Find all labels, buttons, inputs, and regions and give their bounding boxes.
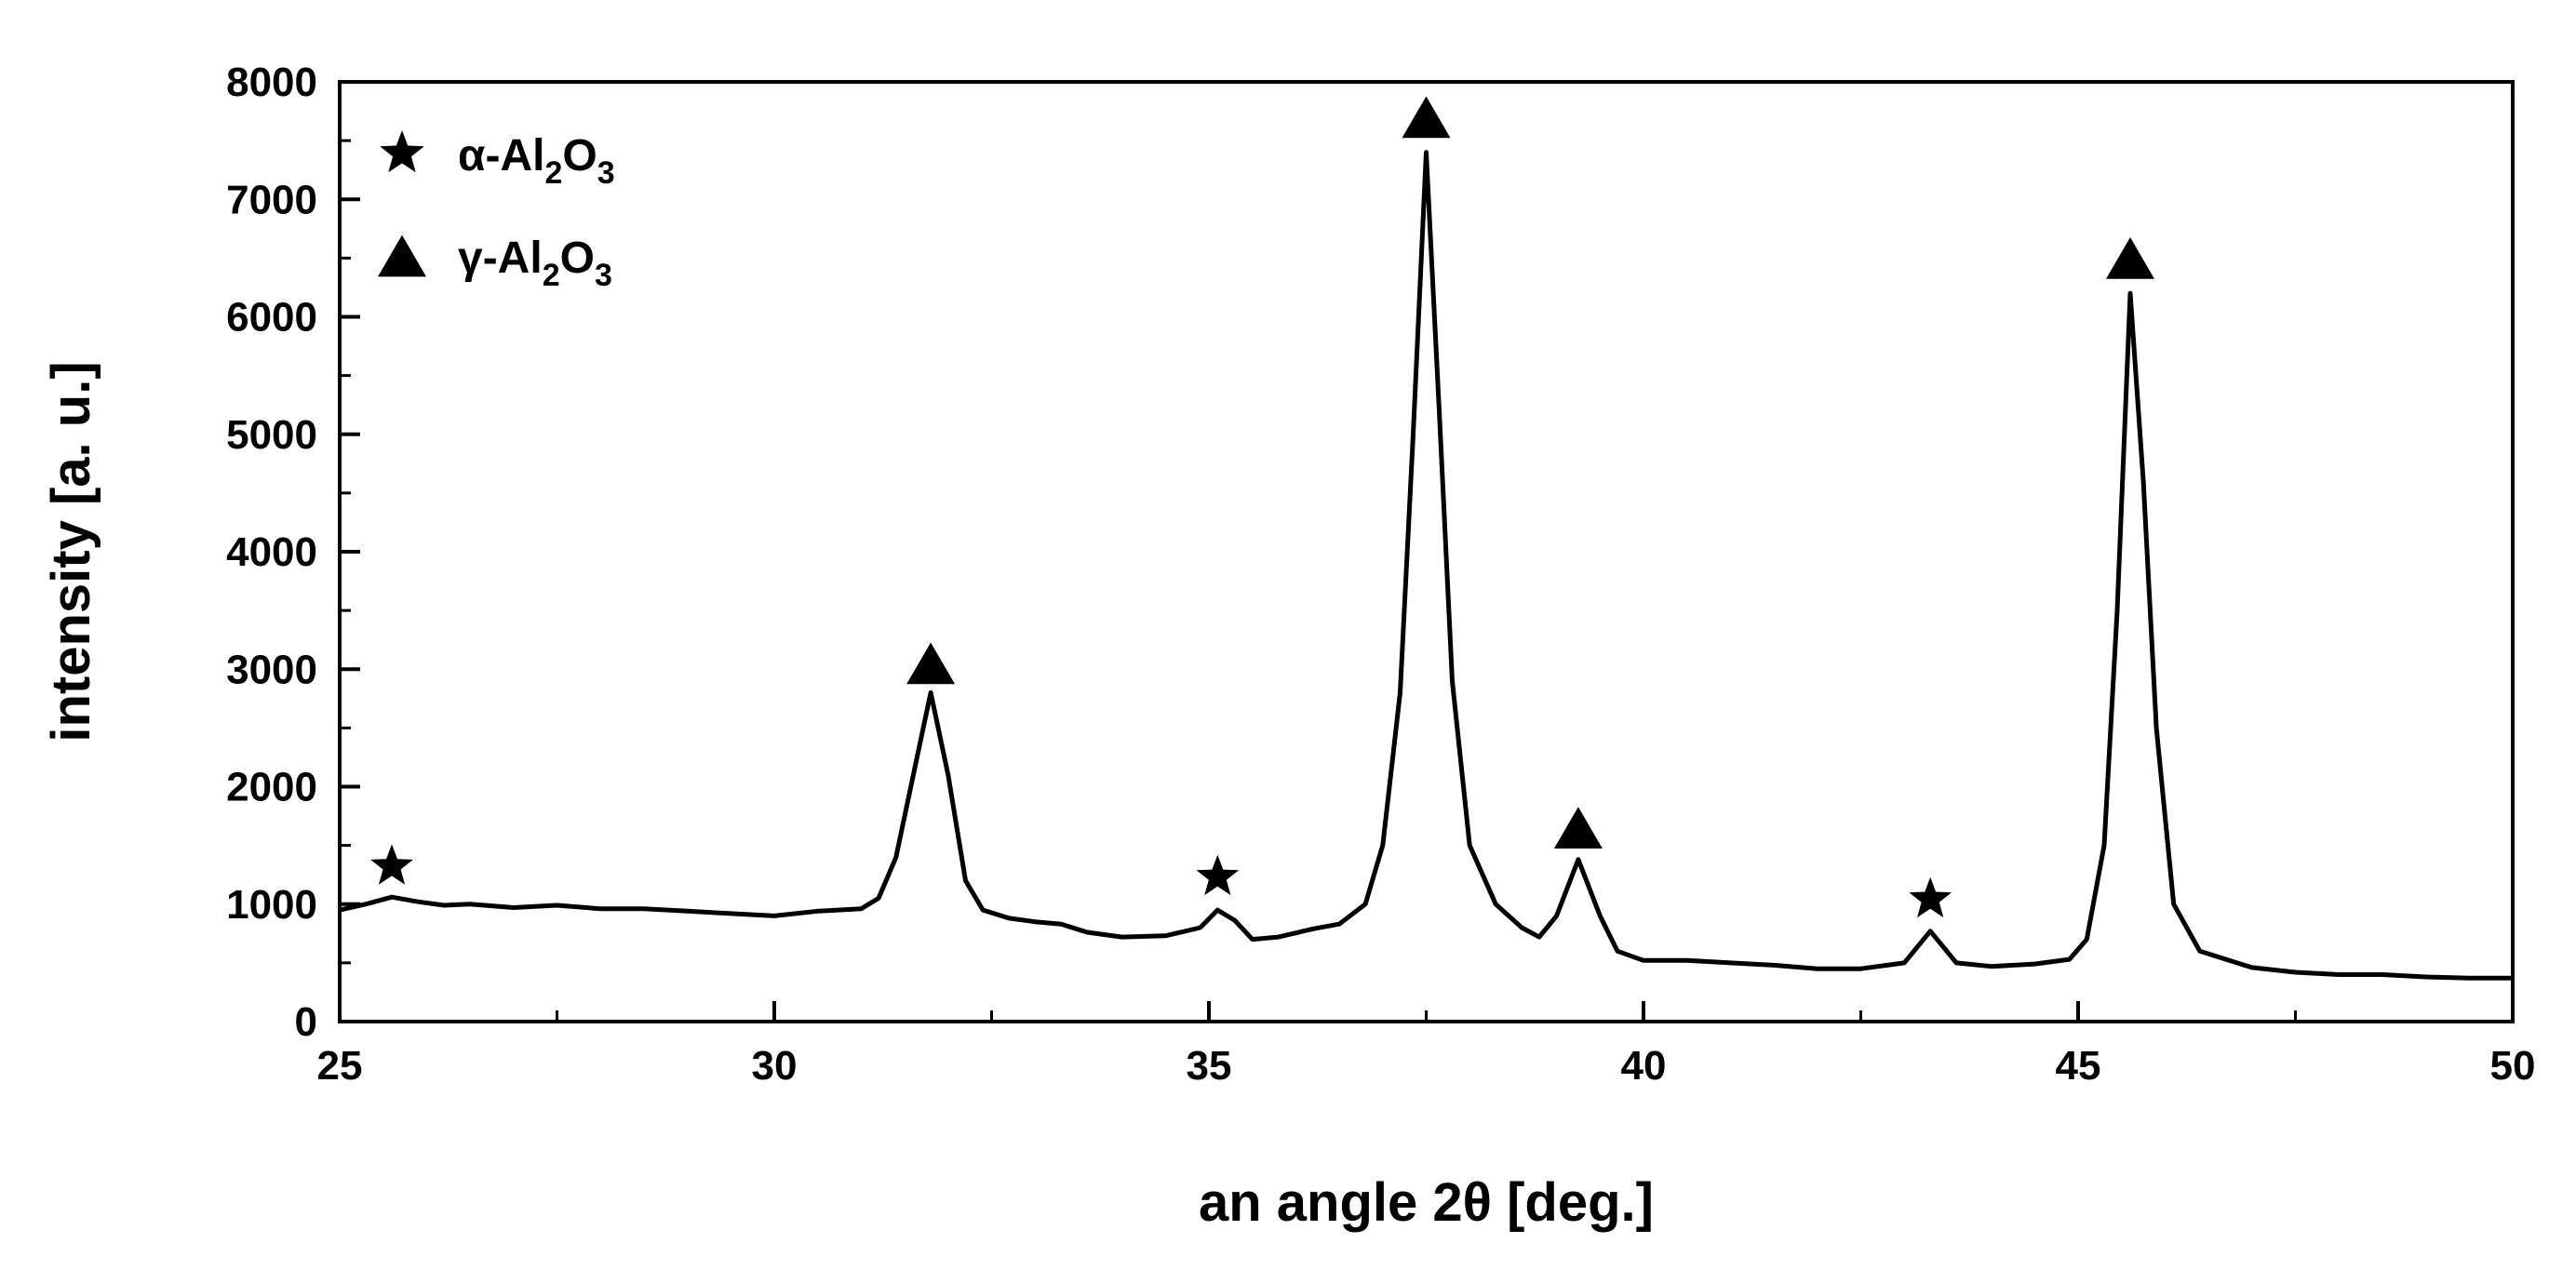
legend-triangle-icon xyxy=(378,234,426,277)
x-tick-label: 30 xyxy=(752,1043,798,1089)
y-tick-label: 7000 xyxy=(226,177,317,222)
peak-markers xyxy=(370,96,2154,918)
legend-label-text: O xyxy=(560,234,595,283)
gamma-phase-triangle-marker xyxy=(906,642,956,685)
xrd-pattern-line xyxy=(339,150,2513,981)
y-axis-label: intensity [a. u.] xyxy=(41,361,101,742)
alpha-phase-star-marker xyxy=(1196,854,1240,896)
legend-label: γ-Al2O3 xyxy=(458,234,612,293)
legend-label-subscript: 2 xyxy=(545,155,563,191)
x-tick-label: 40 xyxy=(1621,1043,1667,1089)
legend-label-subscript: 2 xyxy=(543,258,560,293)
legend-label-text: γ-Al xyxy=(458,234,543,283)
x-tick-label: 25 xyxy=(317,1043,363,1089)
legend-label-text: α-Al xyxy=(458,131,545,180)
alpha-phase-star-marker xyxy=(370,844,413,885)
y-tick-label: 8000 xyxy=(226,60,317,105)
gamma-phase-triangle-marker xyxy=(2106,237,2154,279)
y-tick-label: 3000 xyxy=(226,647,317,692)
legend-star-icon xyxy=(380,130,424,173)
y-tick-label: 1000 xyxy=(226,882,317,928)
legend-label-subscript: 3 xyxy=(597,155,615,191)
plot-area xyxy=(339,150,2513,981)
x-axis-label: an angle 2θ [deg.] xyxy=(1199,1172,1654,1233)
y-tick-label: 4000 xyxy=(226,529,317,575)
alpha-phase-star-marker xyxy=(1909,876,1952,918)
legend-label: α-Al2O3 xyxy=(458,131,615,191)
x-tick-label: 50 xyxy=(2490,1043,2536,1089)
x-tick-label: 45 xyxy=(2056,1043,2101,1089)
gamma-phase-triangle-marker xyxy=(1553,807,1603,849)
gamma-phase-triangle-marker xyxy=(1402,96,1451,139)
y-tick-label: 6000 xyxy=(226,295,317,341)
legend-label-text: O xyxy=(562,131,597,180)
y-tick-label: 0 xyxy=(295,999,317,1045)
y-tick-label: 2000 xyxy=(226,765,317,810)
y-tick-label: 5000 xyxy=(226,412,317,458)
x-tick-label: 35 xyxy=(1187,1043,1232,1089)
legend-label-subscript: 3 xyxy=(595,258,612,293)
axes: 25 30 35 40 45 50 0 1000 2000 3000 4000 5000 6000 700… xyxy=(226,60,2535,1089)
